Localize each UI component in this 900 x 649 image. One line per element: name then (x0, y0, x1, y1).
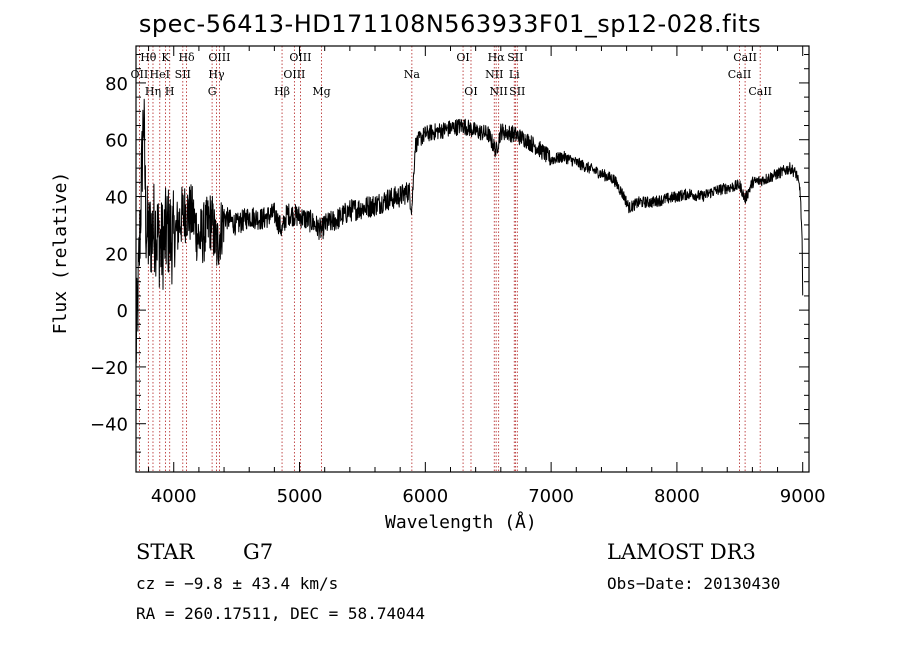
marker-label-20: NII (490, 85, 508, 98)
y-tick-label-3: 20 (105, 244, 128, 265)
redshift-velocity: cz = −9.8 ± 43.4 km/s (136, 574, 339, 593)
marker-label-18: NII (485, 68, 503, 81)
marker-label-11: Hβ (274, 85, 290, 98)
marker-label-19: Hα (488, 51, 506, 64)
marker-label-12: OIII (283, 68, 305, 81)
x-tick-label-5: 9000 (780, 486, 826, 507)
x-tick-label-2: 6000 (402, 486, 448, 507)
marker-label-3: HeI (150, 68, 170, 81)
marker-label-8: G (208, 85, 217, 98)
marker-label-2: Hη (145, 85, 161, 98)
marker-label-26: CaII (748, 85, 772, 98)
x-axis-label: Wavelength (Å) (385, 512, 537, 533)
marker-label-1: Hθ (140, 51, 157, 64)
x-tick-label-3: 7000 (528, 486, 574, 507)
y-tick-label-6: 80 (105, 74, 128, 95)
marker-label-15: Na (404, 68, 421, 81)
marker-label-6: SII (175, 68, 191, 81)
marker-label-24: CaII (728, 68, 752, 81)
marker-label-7: Hδ (178, 51, 195, 64)
coordinates: RA = 260.17511, DEC = 58.74044 (136, 604, 425, 623)
y-axis-label: Flux (relative) (50, 171, 71, 335)
chart-title: spec-56413-HD171108N563933F01_sp12-028.f… (138, 10, 762, 38)
marker-label-9: Hγ (208, 68, 225, 81)
marker-label-5: H (165, 85, 175, 98)
object-subclass: G7 (243, 540, 274, 564)
spectrum-line (135, 98, 804, 364)
marker-label-10: OIII (208, 51, 230, 64)
marker-label-16: OI (456, 51, 469, 64)
axis-ticks: 4000 5000 6000 7000 8000 9000 −40 −20 0 20 40 60 80 (90, 46, 826, 507)
object-class: STAR (136, 540, 195, 564)
marker-label-25: CaII (733, 51, 757, 64)
survey-name: LAMOST DR3 (607, 540, 756, 564)
marker-label-22: SII (507, 51, 523, 64)
marker-label-23: SII (509, 85, 525, 98)
marker-label-0: OII (131, 68, 149, 81)
marker-label-13: OIII (289, 51, 311, 64)
emission-line-markers (138, 46, 761, 472)
marker-label-14: Mg (312, 85, 330, 98)
x-tick-label-0: 4000 (151, 486, 197, 507)
x-tick-label-1: 5000 (277, 486, 323, 507)
plot-frame (135, 45, 810, 473)
observation-date: Obs−Date: 20130430 (607, 574, 781, 593)
y-tick-label-1: −20 (90, 358, 128, 379)
marker-label-4: K (161, 51, 170, 64)
y-tick-label-4: 40 (105, 188, 128, 209)
emission-line-labels: OIIHθHηHeIKHSIIHδGHγOIIIHβOIIIOIIIMgNaOI… (131, 51, 772, 98)
marker-label-17: OI (464, 85, 477, 98)
y-tick-label-2: 0 (117, 301, 128, 322)
y-tick-label-0: −40 (90, 415, 128, 436)
marker-label-21: Li (509, 68, 520, 81)
x-tick-label-4: 8000 (654, 486, 700, 507)
y-tick-label-5: 60 (105, 131, 128, 152)
